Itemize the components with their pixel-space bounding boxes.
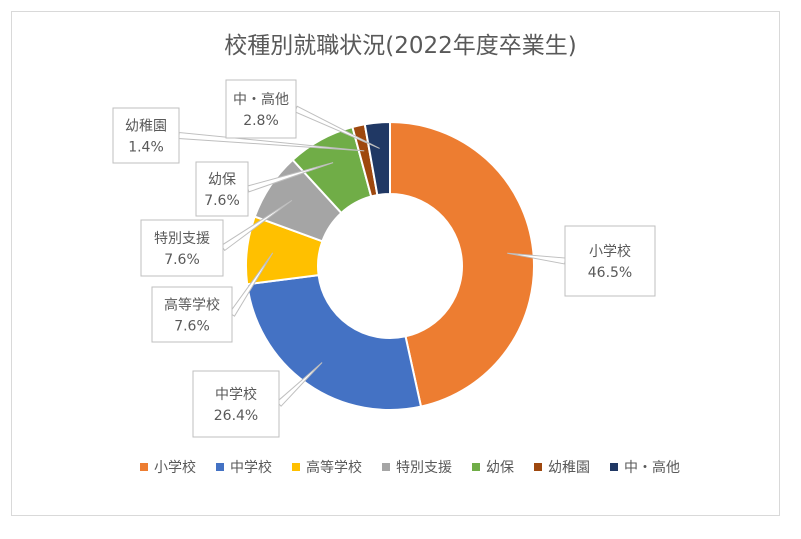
legend-label: 中・高他 — [624, 460, 680, 476]
slice-4-callout-box — [140, 219, 224, 277]
slice-3-value-label: 7.6% — [174, 319, 210, 335]
slice-2-callout-box — [192, 370, 280, 438]
slice-5-callout-box — [195, 161, 249, 217]
legend-swatch — [292, 463, 300, 471]
slice-5-category-label: 幼保 — [208, 172, 236, 188]
slice-7-callout-box — [225, 79, 297, 139]
legend-swatch — [382, 463, 390, 471]
slice-6-value-label: 1.4% — [128, 140, 164, 156]
legend-item-4: 特別支援 — [382, 457, 452, 477]
slice-2-arc — [246, 274, 423, 411]
legend-label: 小学校 — [154, 460, 196, 476]
legend-swatch — [216, 463, 224, 471]
legend-label: 幼稚園 — [548, 460, 590, 476]
legend-item-7: 中・高他 — [610, 457, 680, 477]
slice-6-callout-box — [112, 107, 180, 164]
legend-item-6: 幼稚園 — [534, 457, 590, 477]
legend-item-1: 小学校 — [140, 457, 196, 477]
slice-2-category-label: 中学校 — [215, 386, 257, 403]
legend-item-5: 幼保 — [472, 457, 514, 477]
slice-7-value-label: 2.8% — [243, 113, 279, 129]
slice-7-arc — [363, 120, 391, 197]
slice-1-category-label: 小学校 — [589, 243, 631, 260]
slice-1-arc — [389, 120, 535, 408]
legend-item-2: 中学校 — [216, 457, 272, 477]
legend-label: 中学校 — [230, 460, 272, 476]
chart-legend: 小学校 中学校 高等学校 特別支援 幼保 幼稚園 中・高他 — [60, 455, 760, 479]
slice-5-value-label: 7.6% — [204, 193, 240, 209]
slice-2-value-label: 26.4% — [214, 408, 258, 424]
legend-swatch — [534, 463, 542, 471]
legend-swatch — [472, 463, 480, 471]
slice-7-category-label: 中・高他 — [233, 91, 289, 108]
slice-1-callout-box — [564, 225, 656, 297]
legend-label: 高等学校 — [306, 460, 362, 476]
legend-label: 幼保 — [486, 460, 514, 476]
legend-label: 特別支援 — [396, 460, 452, 476]
slice-1-value-label: 46.5% — [588, 265, 632, 281]
legend-swatch — [610, 463, 618, 471]
slice-6-category-label: 幼稚園 — [125, 119, 167, 135]
slice-3-callout-box — [151, 286, 233, 343]
legend-swatch — [140, 463, 148, 471]
slice-3-category-label: 高等学校 — [164, 297, 220, 314]
slice-4-category-label: 特別支援 — [154, 231, 210, 247]
chart-title: 校種別就職状況(2022年度卒業生) — [224, 33, 577, 59]
legend-item-3: 高等学校 — [292, 457, 362, 477]
slice-4-value-label: 7.6% — [164, 252, 200, 268]
